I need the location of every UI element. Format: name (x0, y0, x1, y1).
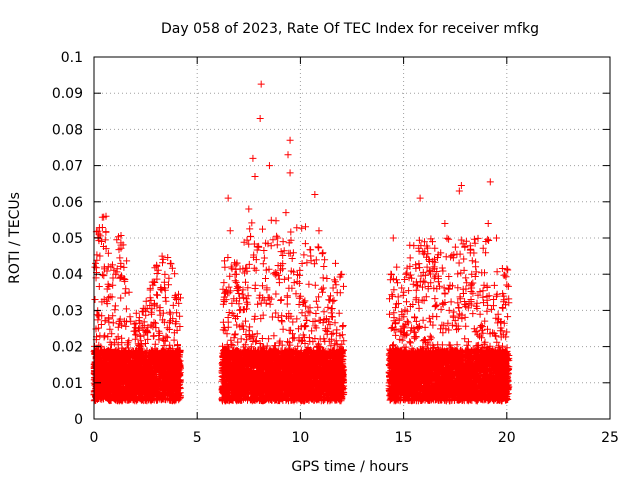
scatter-point (282, 209, 290, 217)
y-tick-label: 0.04 (52, 267, 83, 283)
x-tick-label: 10 (291, 430, 309, 446)
y-tick-label: 0.01 (52, 376, 83, 392)
scatter-point (251, 172, 259, 180)
x-tick-label: 20 (498, 430, 516, 446)
scatter-point (224, 194, 232, 202)
y-tick-label: 0.02 (52, 340, 83, 356)
scatter-point (286, 136, 294, 144)
scatter-point (406, 241, 414, 249)
scatter-point (245, 205, 253, 213)
scatter-point (338, 270, 346, 278)
scatter-point (389, 234, 397, 242)
scatter-point (274, 234, 282, 242)
scatter-point (226, 227, 234, 235)
scatter-point (503, 281, 511, 289)
scatter-point (100, 263, 108, 271)
x-tick-label: 0 (90, 430, 99, 446)
y-tick-label: 0.1 (61, 50, 83, 66)
y-axis-title: ROTI / TECUs (7, 192, 23, 284)
scatter-point (265, 162, 273, 170)
scatter-point (135, 314, 143, 322)
scatter-point (125, 288, 133, 296)
y-tick-label: 0.09 (52, 86, 83, 102)
scatter-points (90, 80, 513, 405)
scatter-point (232, 270, 240, 278)
y-tick-label: 0.06 (52, 195, 83, 211)
scatter-point (256, 115, 264, 123)
x-tick-label: 15 (395, 430, 413, 446)
scatter-point (286, 169, 294, 177)
scatter-point (249, 154, 257, 162)
scatter-point (492, 234, 500, 242)
x-axis-title: GPS time / hours (291, 459, 408, 475)
y-tick-label: 0.03 (52, 303, 83, 319)
y-tick-label: 0 (74, 412, 83, 428)
axis-ticks (93, 56, 611, 420)
scatter-point (315, 227, 323, 235)
tick-labels: 0 5 10 15 20 25 0 0.01 0.02 0.03 0.04 0.05 0.06 0.07 0… (52, 50, 619, 446)
scatter-point (484, 220, 492, 228)
scatter-point (173, 296, 181, 304)
scatter-point (158, 252, 166, 260)
y-tick-label: 0.08 (52, 122, 83, 138)
scatter-point (428, 238, 436, 246)
chart-title: Day 058 of 2023, Rate Of TEC Index for r… (161, 21, 539, 37)
scatter-point (486, 178, 494, 186)
scatter-point (284, 151, 292, 159)
scatter-point (257, 80, 265, 88)
scatter-point (441, 220, 449, 228)
scatter-point (166, 259, 174, 267)
scatter-point (311, 191, 319, 199)
x-tick-label: 5 (193, 430, 202, 446)
scatter-cloud (90, 212, 513, 405)
grid-lines (94, 57, 610, 419)
scatter-point (331, 259, 339, 267)
scatter-point (117, 259, 125, 267)
x-tick-label: 25 (601, 430, 619, 446)
scatter-point (416, 194, 424, 202)
scatter-point (457, 182, 465, 190)
y-tick-label: 0.07 (52, 159, 83, 175)
scatter-point (455, 187, 463, 195)
scatter-point (468, 270, 476, 278)
y-tick-label: 0.05 (52, 231, 83, 247)
